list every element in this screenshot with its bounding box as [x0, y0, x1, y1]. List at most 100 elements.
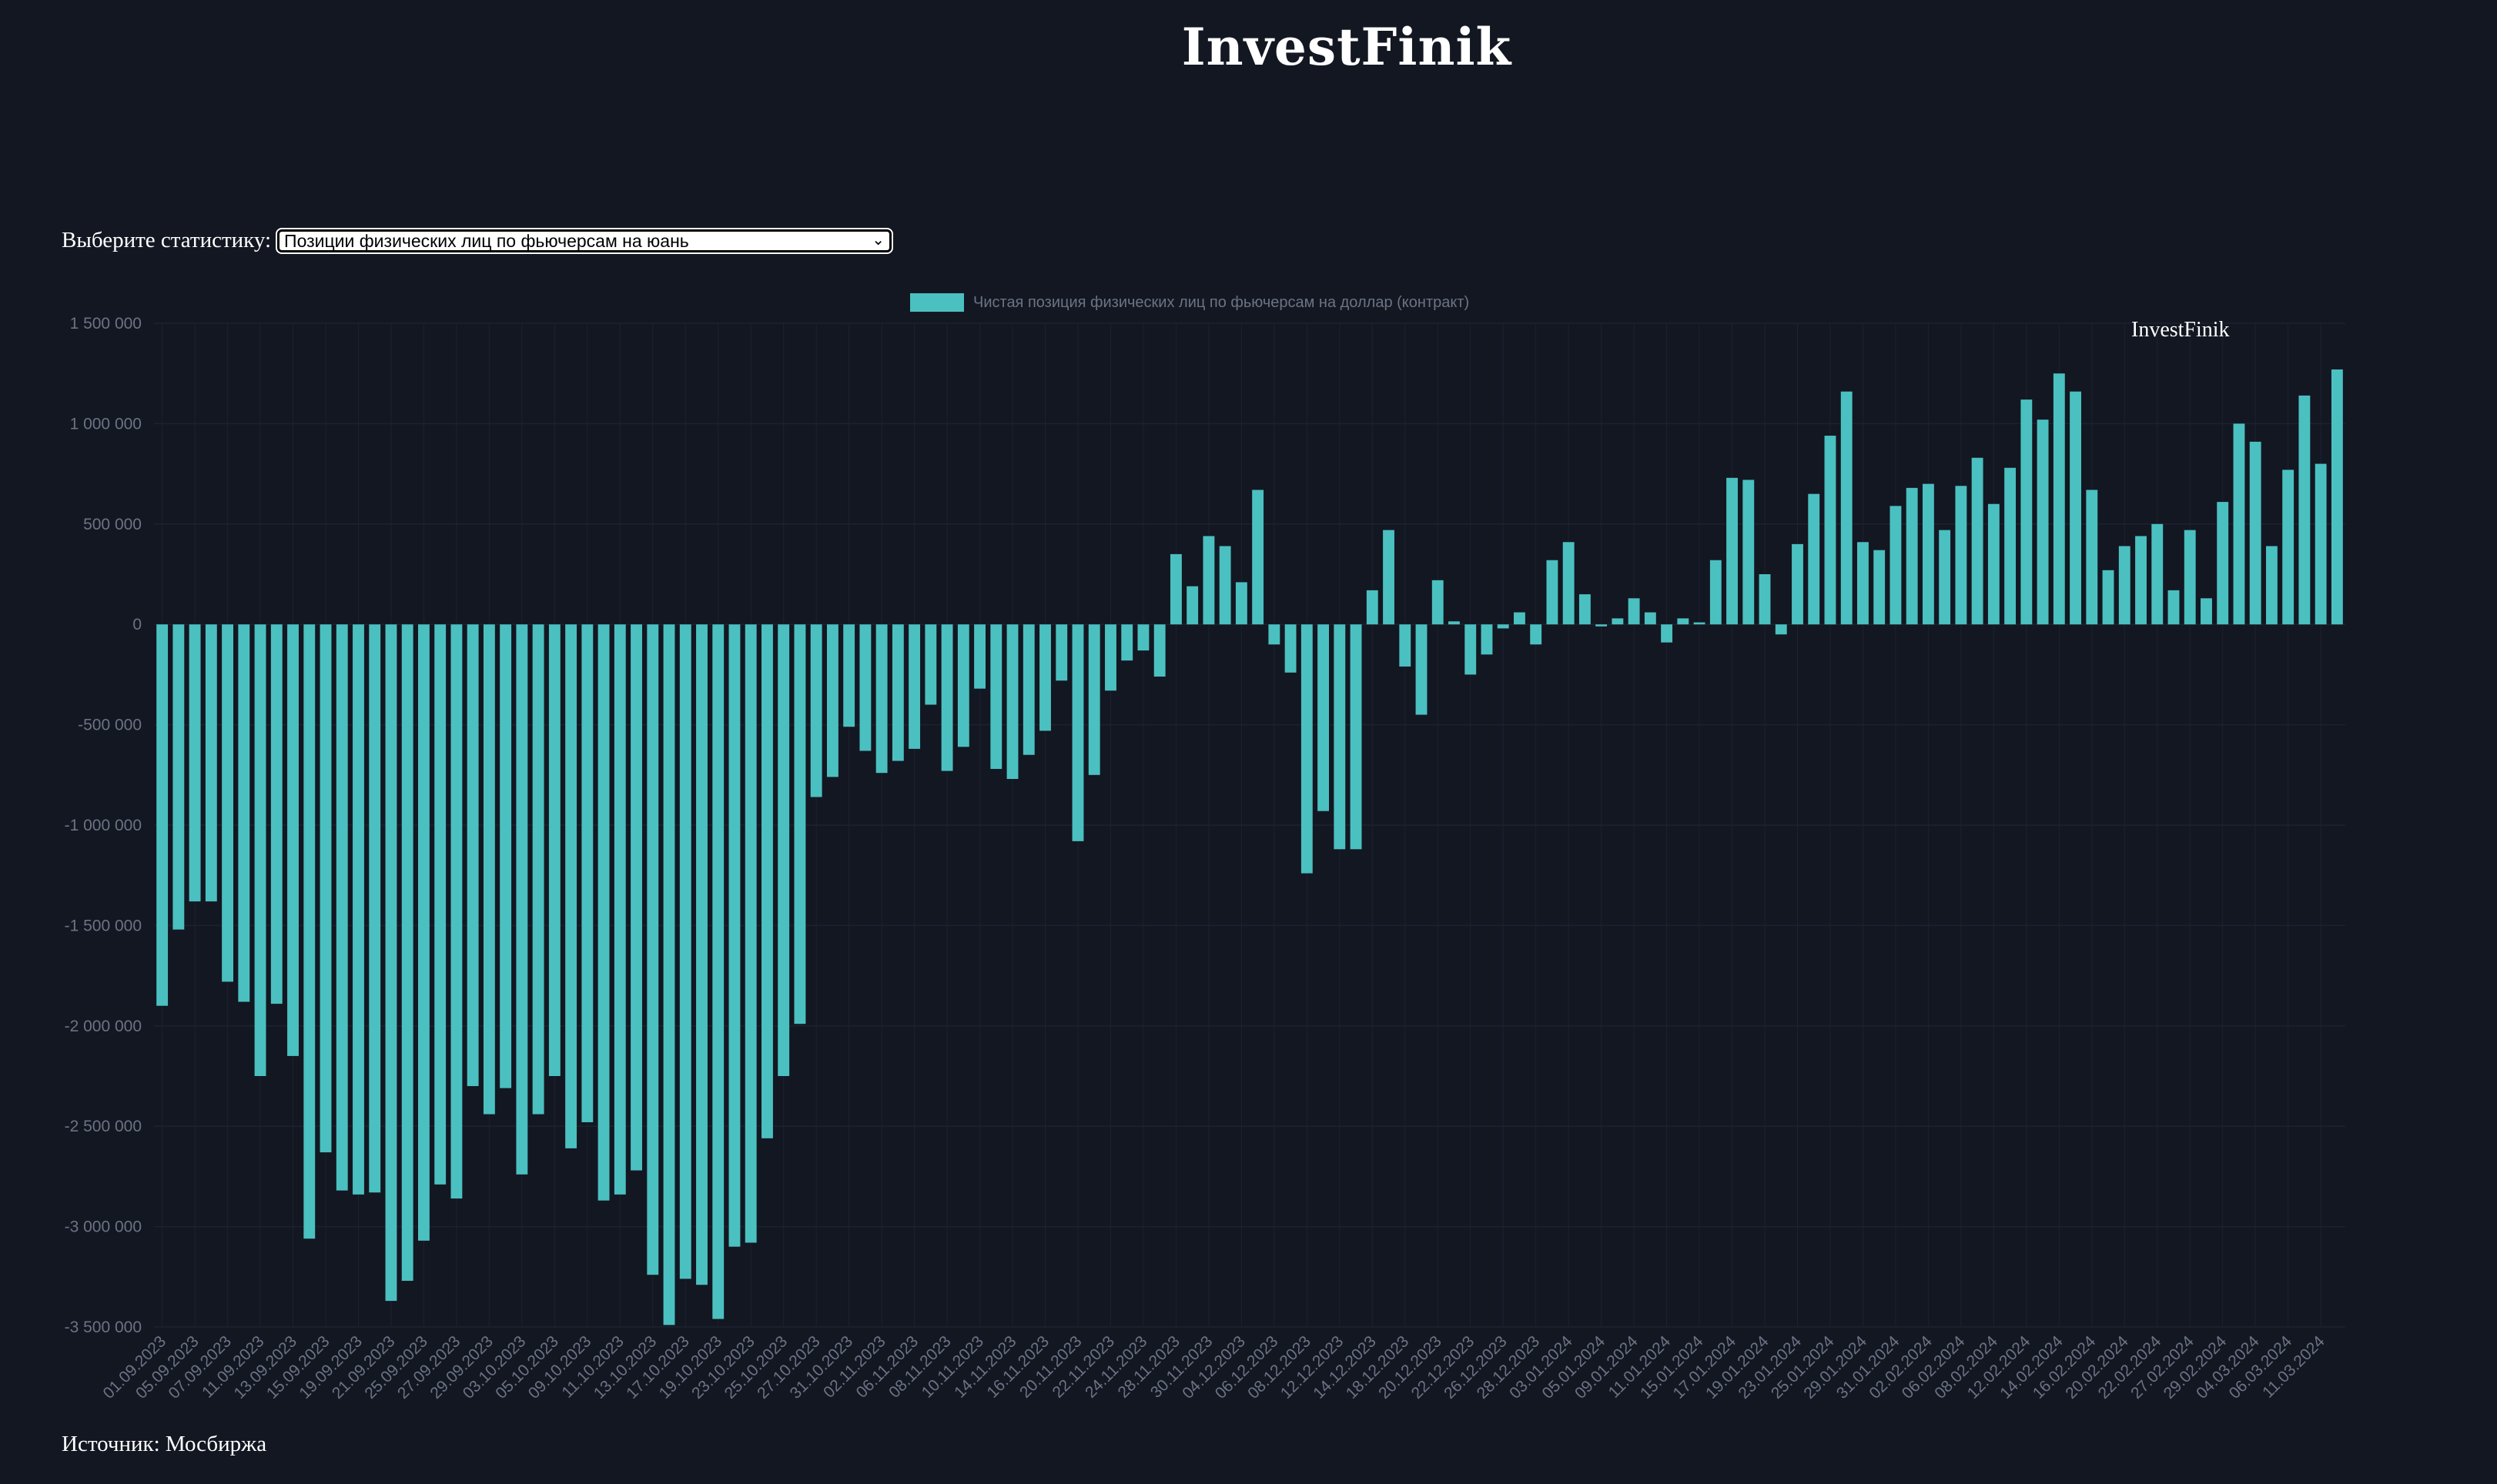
bar[interactable]: [925, 624, 937, 705]
bar[interactable]: [2151, 523, 2164, 625]
bar[interactable]: [205, 624, 217, 902]
bar[interactable]: [500, 624, 512, 1088]
bar[interactable]: [2004, 467, 2017, 625]
bar[interactable]: [2070, 391, 2081, 625]
bar[interactable]: [614, 624, 626, 1195]
bar[interactable]: [728, 624, 741, 1247]
bar[interactable]: [516, 624, 528, 1175]
bar[interactable]: [1742, 480, 1755, 625]
bar[interactable]: [1661, 624, 1673, 643]
bar[interactable]: [778, 624, 790, 1076]
bar[interactable]: [1088, 624, 1100, 775]
bar[interactable]: [450, 624, 463, 1199]
bar[interactable]: [1955, 486, 1967, 625]
bar[interactable]: [1644, 612, 1656, 625]
bar[interactable]: [1350, 624, 1362, 850]
bar[interactable]: [1628, 598, 1640, 625]
bar[interactable]: [303, 624, 316, 1239]
bar[interactable]: [597, 624, 610, 1201]
bar[interactable]: [2265, 546, 2278, 625]
bar[interactable]: [1366, 590, 1378, 625]
bar[interactable]: [2135, 536, 2147, 625]
bar[interactable]: [189, 624, 201, 902]
bar[interactable]: [941, 624, 953, 771]
bar[interactable]: [353, 624, 364, 1195]
bar[interactable]: [1334, 624, 1346, 850]
bar[interactable]: [1006, 624, 1019, 780]
bar[interactable]: [1187, 586, 1199, 625]
bar[interactable]: [794, 624, 806, 1024]
bar[interactable]: [1857, 542, 1869, 625]
bar[interactable]: [1595, 624, 1608, 627]
bar[interactable]: [2053, 373, 2065, 625]
bar[interactable]: [1546, 560, 1558, 625]
bar[interactable]: [2217, 502, 2229, 625]
bar[interactable]: [1578, 594, 1591, 625]
bar[interactable]: [1121, 624, 1133, 661]
bar[interactable]: [647, 624, 659, 1275]
bar[interactable]: [1562, 542, 1575, 625]
bar[interactable]: [974, 624, 986, 689]
bar[interactable]: [287, 624, 299, 1056]
bar[interactable]: [2201, 598, 2212, 625]
bar[interactable]: [2086, 490, 2098, 625]
bar[interactable]: [1808, 493, 1820, 625]
bar[interactable]: [418, 624, 430, 1241]
bar[interactable]: [1431, 580, 1444, 625]
bar[interactable]: [1987, 503, 2000, 625]
bar[interactable]: [254, 624, 266, 1076]
bar[interactable]: [172, 624, 185, 930]
bar[interactable]: [238, 624, 250, 1002]
bar[interactable]: [875, 624, 888, 774]
bar[interactable]: [1039, 624, 1051, 731]
bar[interactable]: [1677, 618, 1689, 625]
bar[interactable]: [1105, 624, 1116, 691]
bar[interactable]: [745, 624, 757, 1243]
bar[interactable]: [369, 624, 381, 1193]
bar[interactable]: [1497, 624, 1509, 629]
bar[interactable]: [1759, 574, 1771, 625]
bar[interactable]: [1072, 624, 1084, 841]
bar[interactable]: [434, 624, 447, 1185]
bar[interactable]: [696, 624, 708, 1285]
bar[interactable]: [548, 624, 561, 1076]
bar[interactable]: [1317, 624, 1330, 811]
bar[interactable]: [1775, 624, 1787, 635]
bar[interactable]: [1709, 560, 1722, 625]
bar[interactable]: [1971, 457, 1983, 625]
bar[interactable]: [1693, 622, 1705, 625]
bar[interactable]: [565, 624, 577, 1148]
bar[interactable]: [1726, 477, 1738, 625]
bar[interactable]: [1514, 612, 1525, 625]
bar[interactable]: [826, 624, 838, 777]
bar[interactable]: [990, 624, 1002, 769]
bar[interactable]: [156, 624, 169, 1006]
bar[interactable]: [2331, 369, 2343, 625]
bar[interactable]: [1383, 530, 1394, 625]
bar[interactable]: [336, 624, 348, 1191]
bar[interactable]: [2315, 463, 2327, 625]
bar[interactable]: [712, 624, 725, 1319]
bar[interactable]: [1284, 624, 1297, 673]
bar[interactable]: [385, 624, 397, 1302]
bar[interactable]: [1170, 553, 1182, 625]
bar[interactable]: [1252, 490, 1264, 625]
bar[interactable]: [1824, 436, 1836, 625]
statistic-select[interactable]: Позиции физических лиц по фьючерсам на ю…: [276, 227, 894, 254]
bar[interactable]: [1300, 624, 1313, 874]
bar[interactable]: [909, 624, 921, 749]
bar[interactable]: [2282, 470, 2294, 625]
bar[interactable]: [810, 624, 822, 797]
bar[interactable]: [2167, 590, 2180, 625]
bar[interactable]: [1840, 391, 1853, 625]
bar[interactable]: [892, 624, 904, 761]
bar[interactable]: [631, 624, 642, 1171]
bar[interactable]: [1399, 624, 1411, 667]
bar[interactable]: [1530, 624, 1542, 645]
bar[interactable]: [532, 624, 544, 1115]
bar[interactable]: [2233, 423, 2245, 625]
bar[interactable]: [1153, 624, 1166, 677]
bar[interactable]: [1415, 624, 1428, 715]
bar[interactable]: [401, 624, 413, 1282]
bar[interactable]: [1219, 546, 1231, 625]
